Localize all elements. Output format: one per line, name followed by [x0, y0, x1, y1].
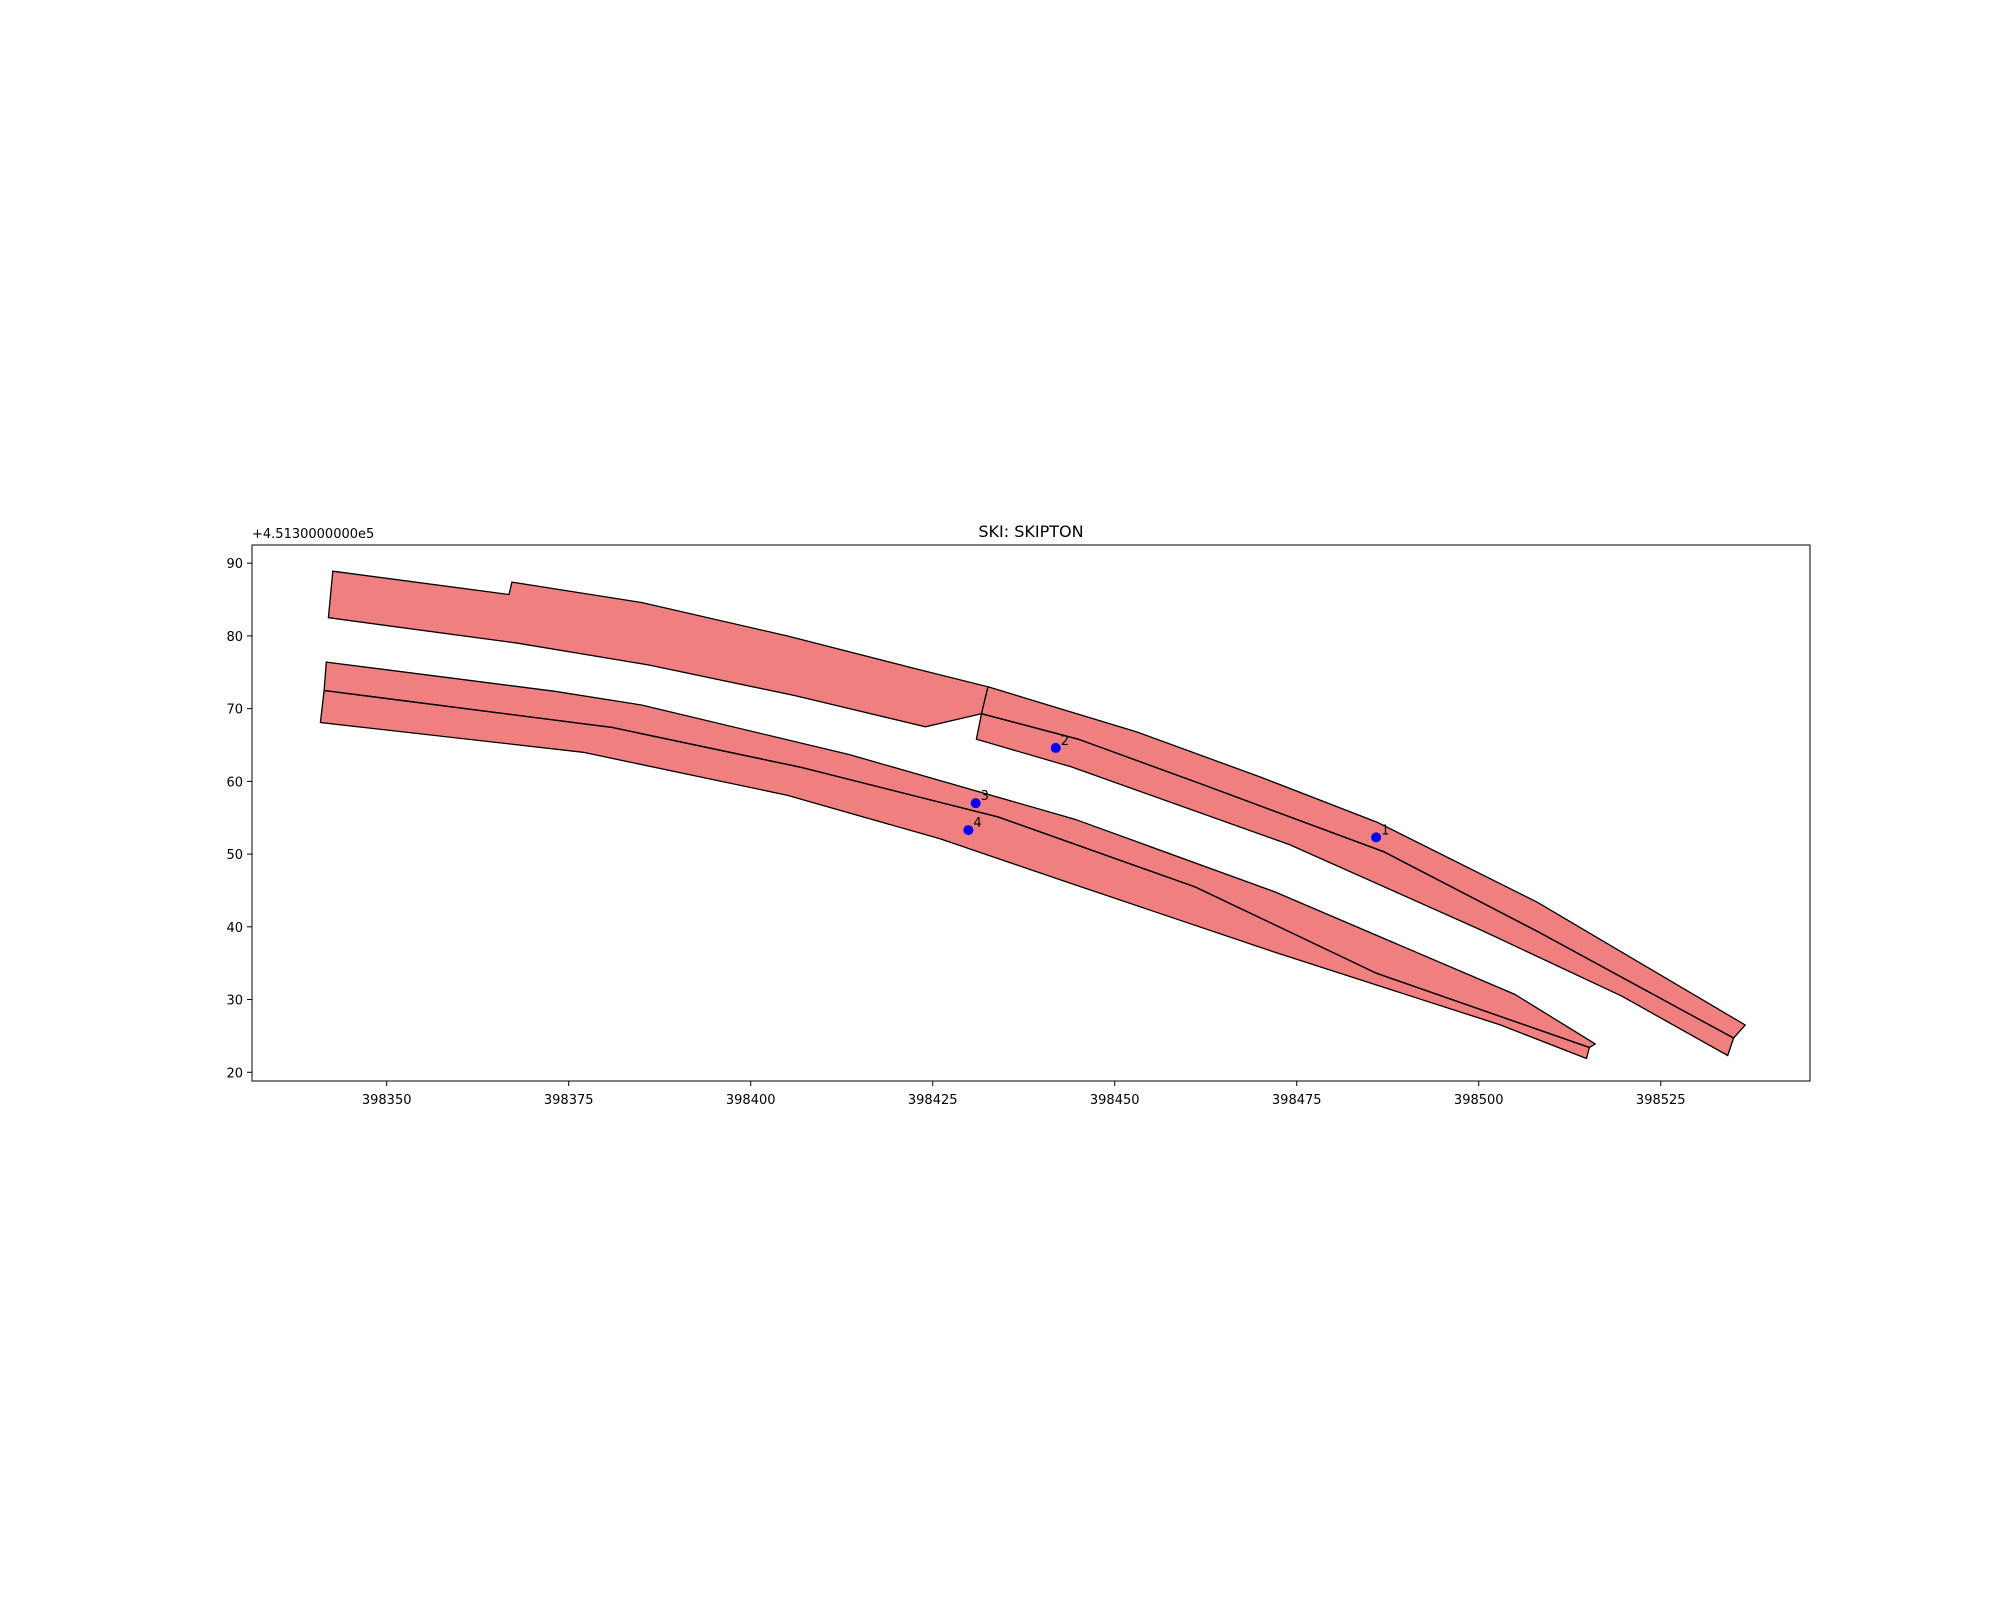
points-layer: 1 2 34	[963, 734, 1389, 843]
x-tick-label: 398525	[1636, 1093, 1686, 1108]
polygons-layer	[319, 570, 1747, 1060]
point-label-2: 2	[1061, 734, 1069, 749]
x-axis-ticks: 398350 398375 398400 398425 398450 398475 3985…	[362, 1081, 1686, 1108]
x-tick-label: 398425	[908, 1093, 958, 1108]
y-tick-label: 40	[226, 921, 243, 936]
x-tick-label: 398500	[1454, 1093, 1504, 1108]
plot-area: 1 2 34	[319, 570, 1747, 1060]
y-tick-label: 60	[226, 775, 243, 790]
point-4	[963, 825, 974, 836]
point-label-4: 4	[973, 816, 981, 831]
y-offset-label: +4.5130000000e5	[252, 527, 374, 542]
y-tick-label: 70	[226, 703, 243, 718]
x-tick-label: 398475	[1272, 1093, 1322, 1108]
point-1	[1371, 832, 1382, 843]
polyline-lower-divider	[324, 689, 1590, 1049]
point-2	[1050, 742, 1061, 753]
polyline-upper-divider	[981, 713, 1734, 1039]
divider-lines-layer	[324, 689, 1734, 1049]
y-tick-label: 20	[226, 1066, 243, 1081]
x-tick-label: 398375	[544, 1093, 594, 1108]
point-label-3: 3	[981, 789, 989, 804]
y-axis-ticks: 20 30 40 50 60 70 80 90	[226, 557, 252, 1081]
x-tick-label: 398400	[726, 1093, 776, 1108]
y-tick-label: 90	[226, 557, 243, 572]
y-tick-label: 30	[226, 994, 243, 1009]
y-tick-label: 80	[226, 630, 243, 645]
x-tick-label: 398350	[362, 1093, 412, 1108]
point-3	[970, 798, 981, 809]
axes-frame	[251, 544, 1811, 1082]
y-tick-label: 50	[226, 848, 243, 863]
point-label-1: 1	[1381, 823, 1389, 838]
chart-title: SKI: SKIPTON	[978, 522, 1083, 541]
x-tick-label: 398450	[1090, 1093, 1140, 1108]
